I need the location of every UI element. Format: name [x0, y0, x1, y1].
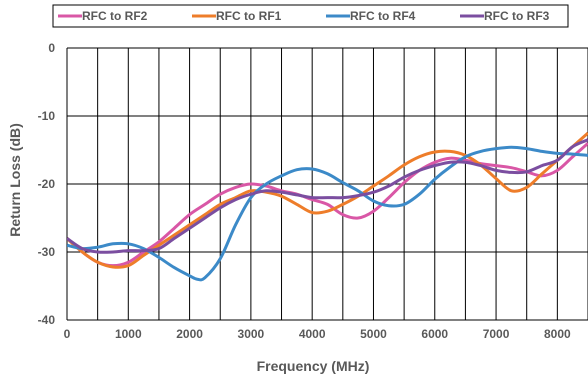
- series-line-2: [67, 131, 588, 269]
- x-tick-label: 3000: [238, 327, 265, 341]
- legend-label: RFC to RF2: [82, 9, 148, 23]
- x-tick-label: 1000: [115, 327, 142, 341]
- y-tick-labels: 0 -10 -20 -30 -40: [38, 41, 56, 327]
- x-tick-label: 7000: [483, 327, 510, 341]
- legend-box: [52, 4, 569, 28]
- x-tick-labels: 0 1000 2000 3000 4000 5000 6000 7000 8000: [64, 327, 571, 341]
- legend-label: RFC to RF1: [216, 9, 282, 23]
- x-axis-title: Frequency (MHz): [257, 358, 370, 374]
- x-tick-label: 6000: [421, 327, 448, 341]
- x-tick-label: 2000: [176, 327, 203, 341]
- y-axis-title: Return Loss (dB): [7, 123, 23, 237]
- legend: RFC to RF2 RFC to RF1 RFC to RF4 RFC to RF3: [52, 4, 569, 28]
- y-tick-label: -10: [38, 109, 56, 123]
- x-tick-label: 8000: [544, 327, 571, 341]
- series-line-1: [67, 142, 588, 268]
- series-lines: [67, 131, 588, 282]
- series-line-3: [67, 145, 588, 282]
- y-tick-label: -40: [38, 313, 56, 327]
- y-tick-label: 0: [48, 41, 55, 55]
- x-tick-label: 5000: [360, 327, 387, 341]
- series-line-4: [67, 138, 588, 254]
- x-tick-label: 4000: [299, 327, 326, 341]
- x-tick-label: 0: [64, 327, 71, 341]
- y-tick-label: -30: [38, 245, 56, 259]
- legend-label: RFC to RF3: [484, 9, 550, 23]
- y-tick-label: -20: [38, 177, 56, 191]
- legend-label: RFC to RF4: [350, 9, 416, 23]
